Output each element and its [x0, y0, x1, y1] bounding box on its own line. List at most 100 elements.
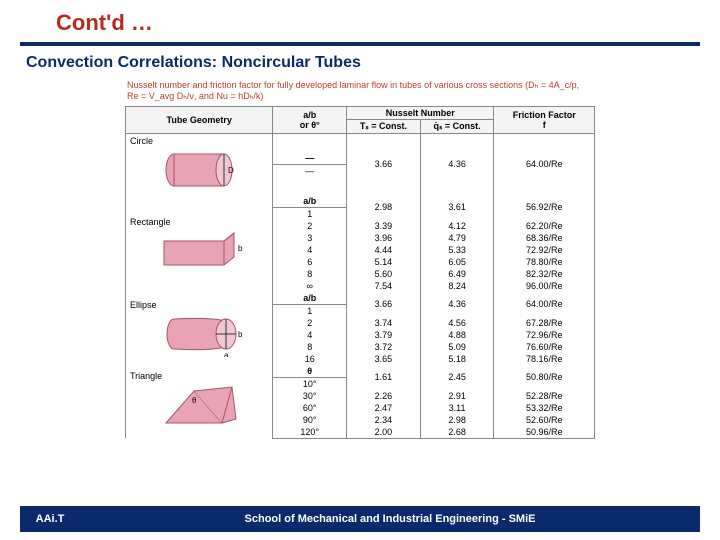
- data-cell: 1.61: [347, 365, 421, 390]
- data-cell: 3.72: [347, 341, 421, 353]
- data-cell: 4.44: [347, 244, 421, 256]
- shape-label: Ellipse: [128, 300, 270, 310]
- rectangle-icon: ba: [154, 229, 244, 269]
- circle-icon: D: [154, 148, 244, 193]
- ratio-cell: ——: [273, 133, 347, 195]
- data-cell: 96.00/Re: [494, 280, 595, 292]
- ratio-cell: 2: [273, 317, 347, 329]
- slide-header: Cont'd …: [0, 0, 720, 40]
- ratio-cell: θ10°: [273, 365, 347, 390]
- data-cell: 64.00/Re: [494, 133, 595, 195]
- data-cell: 4.12: [420, 220, 494, 232]
- data-cell: 72.92/Re: [494, 244, 595, 256]
- ratio-cell: 4: [273, 329, 347, 341]
- data-cell: 4.56: [420, 317, 494, 329]
- data-cell: 78.80/Re: [494, 256, 595, 268]
- ratio-cell: 16: [273, 353, 347, 365]
- data-cell: 76.60/Re: [494, 341, 595, 353]
- table-caption: Nusselt number and friction factor for f…: [125, 76, 595, 106]
- svg-text:b: b: [238, 244, 243, 253]
- data-cell: 53.32/Re: [494, 402, 595, 414]
- shape-label: Rectangle: [128, 217, 270, 227]
- correlations-table: Tube Geometry a/b or θ° Nusselt Number F…: [125, 106, 595, 439]
- data-cell: 56.92/Re: [494, 195, 595, 220]
- th-ratio: a/b or θ°: [273, 106, 347, 133]
- data-cell: 5.18: [420, 353, 494, 365]
- svg-text:b: b: [238, 330, 243, 339]
- footer-right: School of Mechanical and Industrial Engi…: [80, 506, 700, 532]
- th-qs: q̇ₛ = Const.: [420, 119, 494, 133]
- table-row: Triangleθθ10°1.612.4550.80/Re: [126, 365, 595, 390]
- ratio-cell: ∞: [273, 280, 347, 292]
- geometry-cell: Ellipseab: [126, 292, 273, 365]
- slide-subtitle: Convection Correlations: Noncircular Tub…: [0, 52, 720, 76]
- geometry-cell: Circle D: [126, 133, 273, 195]
- data-cell: 52.28/Re: [494, 390, 595, 402]
- th-friction: Friction Factor f: [494, 106, 595, 133]
- ratio-cell: 4: [273, 244, 347, 256]
- data-cell: 3.66: [347, 133, 421, 195]
- ellipse-icon: ab: [154, 312, 244, 357]
- data-cell: 5.60: [347, 268, 421, 280]
- svg-text:a: a: [224, 351, 229, 357]
- ratio-cell: a/b1: [273, 195, 347, 220]
- ratio-cell: 60°: [273, 402, 347, 414]
- table-row: Ellipseaba/b13.664.3664.00/Re: [126, 292, 595, 317]
- data-cell: 6.05: [420, 256, 494, 268]
- data-cell: 5.33: [420, 244, 494, 256]
- th-nusselt-group: Nusselt Number: [347, 106, 494, 119]
- table-head: Tube Geometry a/b or θ° Nusselt Number F…: [126, 106, 595, 133]
- data-cell: 8.24: [420, 280, 494, 292]
- ratio-cell: 8: [273, 341, 347, 353]
- data-cell: 78.16/Re: [494, 353, 595, 365]
- slide-title: Cont'd …: [56, 10, 720, 36]
- ratio-cell: 2: [273, 220, 347, 232]
- data-cell: 64.00/Re: [494, 292, 595, 317]
- data-cell: 2.47: [347, 402, 421, 414]
- data-cell: 3.79: [347, 329, 421, 341]
- title-rule: [20, 42, 700, 46]
- data-cell: 2.00: [347, 426, 421, 439]
- data-cell: 3.11: [420, 402, 494, 414]
- table-body: CircleD——3.664.3664.00/ReRectanglebaa/b1…: [126, 133, 595, 438]
- svg-text:a: a: [194, 268, 199, 269]
- data-cell: 3.65: [347, 353, 421, 365]
- data-cell: 82.32/Re: [494, 268, 595, 280]
- th-ts: Tₛ = Const.: [347, 119, 421, 133]
- data-cell: 4.36: [420, 133, 494, 195]
- data-cell: 5.09: [420, 341, 494, 353]
- data-cell: 4.36: [420, 292, 494, 317]
- ratio-cell: 8: [273, 268, 347, 280]
- shape-label: Triangle: [128, 371, 270, 381]
- data-cell: 4.79: [420, 232, 494, 244]
- th-geometry: Tube Geometry: [126, 106, 273, 133]
- svg-text:θ: θ: [192, 396, 197, 405]
- data-cell: 2.34: [347, 414, 421, 426]
- ratio-cell: 30°: [273, 390, 347, 402]
- data-cell: 6.49: [420, 268, 494, 280]
- data-cell: 3.61: [420, 195, 494, 220]
- geometry-cell: Triangle θ: [126, 365, 273, 439]
- table-container: Nusselt number and friction factor for f…: [125, 76, 595, 439]
- ratio-cell: 90°: [273, 414, 347, 426]
- ratio-cell: 120°: [273, 426, 347, 439]
- ratio-cell: a/b1: [273, 292, 347, 317]
- data-cell: 50.96/Re: [494, 426, 595, 439]
- ratio-cell: 6: [273, 256, 347, 268]
- data-cell: 3.96: [347, 232, 421, 244]
- data-cell: 2.98: [420, 414, 494, 426]
- data-cell: 4.88: [420, 329, 494, 341]
- ratio-cell: 3: [273, 232, 347, 244]
- data-cell: 3.39: [347, 220, 421, 232]
- svg-text:D: D: [228, 166, 234, 175]
- data-cell: 2.26: [347, 390, 421, 402]
- data-cell: 52.60/Re: [494, 414, 595, 426]
- shape-label: Circle: [128, 136, 270, 146]
- data-cell: 68.36/Re: [494, 232, 595, 244]
- table-row: Rectanglebaa/b12.983.6156.92/Re: [126, 195, 595, 220]
- data-cell: 2.98: [347, 195, 421, 220]
- data-cell: 7.54: [347, 280, 421, 292]
- data-cell: 62.20/Re: [494, 220, 595, 232]
- data-cell: 67.28/Re: [494, 317, 595, 329]
- data-cell: 2.45: [420, 365, 494, 390]
